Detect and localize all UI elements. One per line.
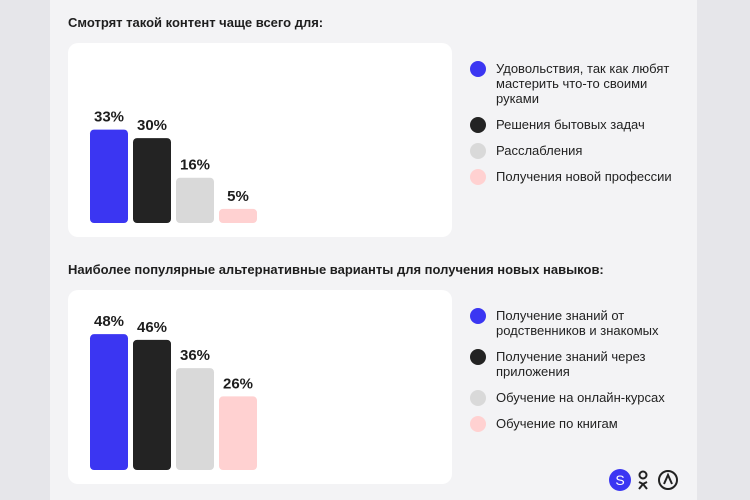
value-label: 26% — [223, 375, 253, 392]
legend-item: Обучение по книгам — [470, 416, 685, 432]
chart: 33% 30% 16% 5% — [90, 109, 257, 223]
bar — [219, 396, 257, 470]
legend-item: Удовольствия, так как любят мастерить чт… — [470, 61, 685, 106]
bar — [176, 177, 214, 223]
bar — [219, 208, 257, 223]
legend-label: Обучение по книгам — [496, 416, 618, 431]
legend-dot — [470, 61, 486, 77]
value-label: 5% — [227, 188, 249, 205]
legend-item: Получения новой профессии — [470, 169, 685, 185]
legend-dot — [470, 143, 486, 159]
value-label: 48% — [94, 313, 124, 330]
legend-dot — [470, 169, 486, 185]
legend-label: Обучение на онлайн-курсах — [496, 390, 665, 405]
value-label: 30% — [137, 117, 167, 134]
legend-dot — [470, 390, 486, 406]
legend-item: Получение знаний через приложения — [470, 349, 685, 379]
legend-dot — [470, 416, 486, 432]
legend-label: Получения новой профессии — [496, 169, 672, 184]
section-title: Наиболее популярные альтернативные вариа… — [68, 262, 604, 277]
bar — [90, 334, 128, 470]
ok-icon[interactable] — [638, 470, 648, 480]
legend-label: Расслабления — [496, 143, 583, 158]
legend-item: Расслабления — [470, 143, 685, 159]
section-title: Смотрят такой контент чаще всего для: — [68, 15, 324, 30]
legend-label: Решения бытовых задач — [496, 117, 645, 132]
value-label: 16% — [180, 157, 210, 174]
legend-dot — [470, 117, 486, 133]
other-icon[interactable] — [658, 470, 678, 490]
legend-label: Удовольствия, так как любят мастерить чт… — [496, 61, 670, 106]
value-label: 33% — [94, 109, 124, 126]
legend-label: Получение знаний через приложения — [496, 349, 646, 379]
chart-card: 48% 46% 36% 26% — [68, 290, 452, 484]
legend-item: Решения бытовых задач — [470, 117, 685, 133]
chart-card: 33% 30% 16% 5% — [68, 43, 452, 237]
bar — [133, 339, 171, 470]
legend-dot — [470, 349, 486, 365]
legend: Удовольствия, так как любят мастерить чт… — [470, 61, 685, 195]
legend-dot — [470, 308, 486, 324]
bar — [176, 368, 214, 470]
legend-item: Получение знаний от родственников и знак… — [470, 308, 685, 338]
value-label: 36% — [180, 347, 210, 364]
legend: Получение знаний от родственников и знак… — [470, 308, 685, 442]
bar — [133, 138, 171, 223]
bar — [90, 129, 128, 223]
social-icon[interactable]: S — [609, 469, 631, 491]
legend-item: Обучение на онлайн-курсах — [470, 390, 685, 406]
legend-label: Получение знаний от родственников и знак… — [496, 308, 659, 338]
chart: 48% 46% 36% 26% — [90, 313, 257, 470]
footer-icons — [638, 470, 678, 490]
value-label: 46% — [137, 319, 167, 336]
